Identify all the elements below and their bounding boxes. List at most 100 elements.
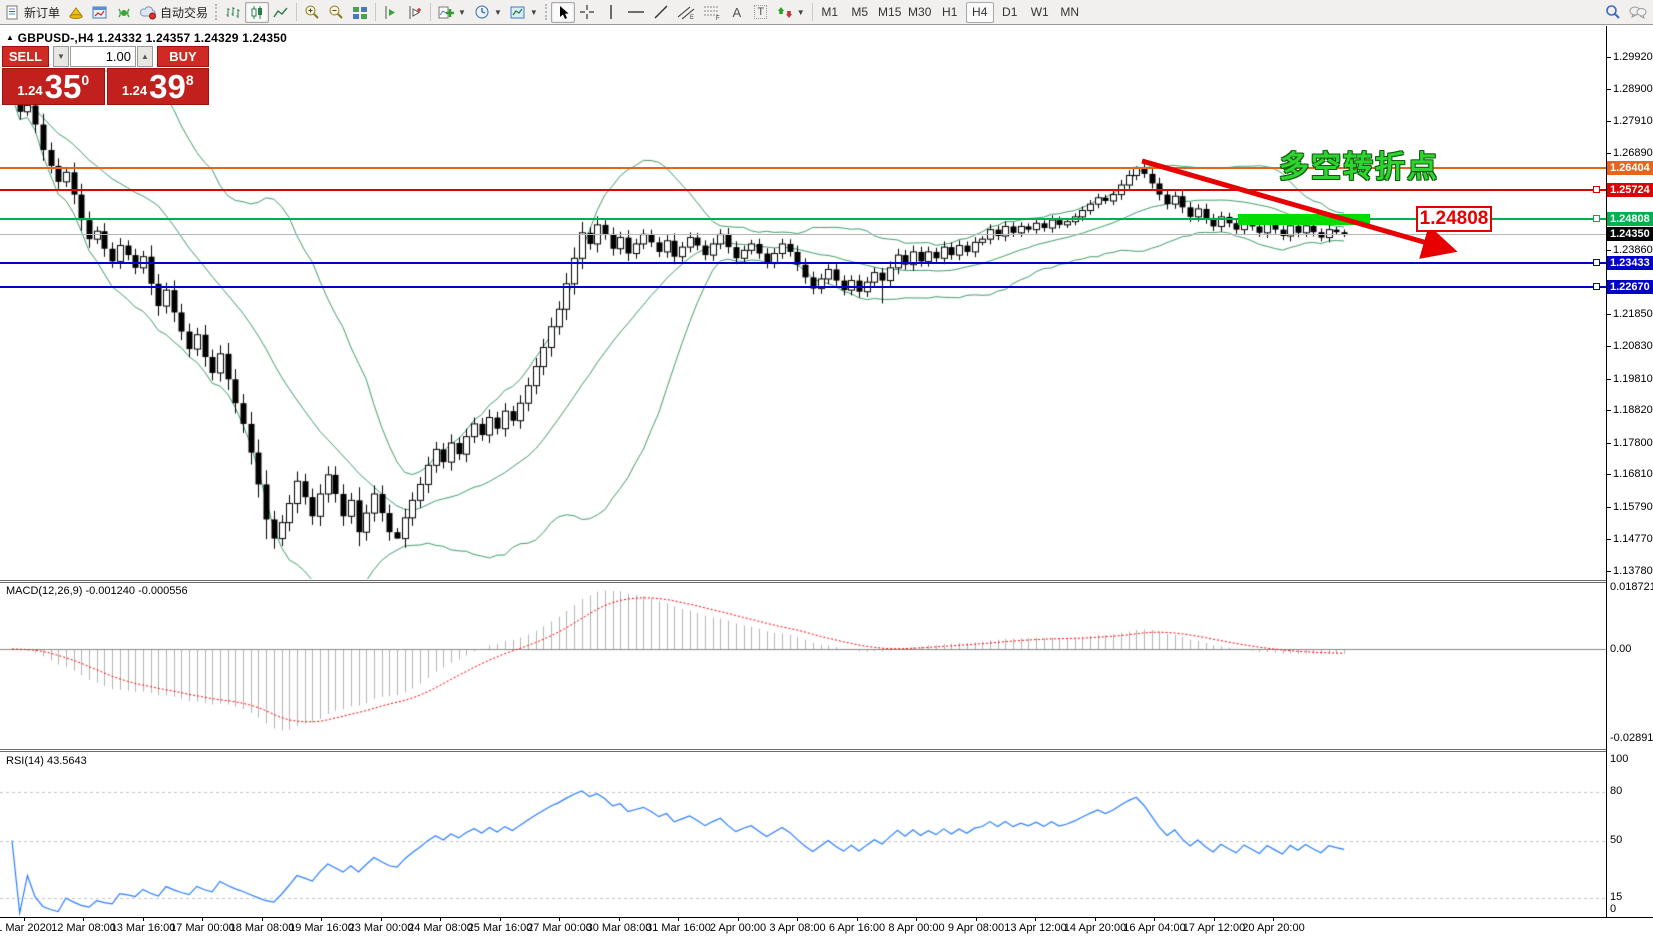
line-chart-icon	[273, 7, 288, 17]
price-axis-tick-label: 1.20830	[1613, 340, 1653, 352]
time-axis-tick-mark	[24, 917, 25, 921]
line-edit-handle[interactable]	[1593, 283, 1600, 290]
chat-icon	[1629, 6, 1647, 19]
horizontal-level-line[interactable]	[0, 167, 1606, 169]
chart-window-button[interactable]	[88, 2, 112, 23]
price-axis-tag: 1.22670	[1606, 280, 1653, 294]
price-axis-tick-mark	[1606, 121, 1611, 122]
signal-button[interactable]	[112, 2, 136, 23]
autotrade-button[interactable]: 自动交易	[136, 2, 212, 23]
timeframe-button-m15[interactable]: M15	[878, 5, 902, 19]
sell-button[interactable]: SELL	[2, 46, 49, 67]
zoom-in-button[interactable]	[300, 2, 324, 23]
buy-button[interactable]: BUY	[157, 46, 209, 67]
channel-button[interactable]: E	[673, 2, 699, 23]
autotrade-icon	[140, 5, 157, 19]
panel-separator	[0, 582, 1606, 583]
chat-button[interactable]	[1625, 2, 1651, 23]
timeframe-button-d1[interactable]: D1	[1002, 5, 1018, 19]
search-button[interactable]	[1601, 2, 1625, 23]
volume-decrease-button[interactable]: ▼	[53, 46, 69, 67]
price-axis-tag: 1.24808	[1606, 212, 1653, 226]
vertical-line-button[interactable]	[599, 2, 623, 23]
volume-increase-button[interactable]: ▲	[137, 46, 153, 67]
time-axis-label: 16 Apr 04:00	[1123, 922, 1186, 934]
timeframe-button-m5[interactable]: M5	[851, 5, 869, 19]
tile-windows-button[interactable]	[348, 2, 372, 23]
add-indicator-button[interactable]: ▼	[434, 2, 470, 23]
toolbar-grip	[215, 4, 218, 20]
timeframe-button-mn[interactable]: MN	[1060, 5, 1080, 19]
price-axis-tick-mark	[1606, 379, 1611, 380]
candlestick-button[interactable]	[245, 1, 270, 23]
horizontal-level-line[interactable]	[0, 262, 1606, 264]
fibonacci-button[interactable]: F	[699, 2, 725, 23]
macd-axis-label: 0.00	[1610, 643, 1632, 655]
crosshair-button[interactable]	[575, 2, 599, 23]
volume-field[interactable]: 1.00	[70, 46, 136, 67]
sell-price-pips: 35	[44, 68, 82, 105]
price-axis-tick-mark	[1606, 153, 1611, 154]
new-order-button[interactable]: 新订单	[2, 2, 64, 23]
sell-price[interactable]: 1.24 35 0	[2, 68, 105, 105]
chart-window-arrow-button-1[interactable]	[379, 2, 403, 23]
price-callout-label[interactable]: 1.24808	[1416, 206, 1492, 232]
autotrade-label: 自动交易	[160, 5, 209, 20]
time-axis-label: 31 Mar 16:00	[646, 922, 711, 934]
toolbar-separator	[375, 3, 377, 21]
text-label-button[interactable]: T	[749, 2, 773, 23]
ohlc-low: 1.24329	[193, 31, 239, 45]
timeframe-button-h4[interactable]: H4	[965, 1, 994, 23]
line-edit-handle[interactable]	[1593, 186, 1600, 193]
horizontal-level-line[interactable]	[0, 286, 1606, 288]
time-axis-tick-mark	[976, 917, 977, 921]
timeframe-button-h1[interactable]: H1	[942, 5, 958, 19]
bar-chart-button[interactable]	[221, 2, 245, 23]
price-axis-tick-label: 1.27910	[1613, 115, 1653, 127]
price-axis-tick-label: 1.23860	[1613, 244, 1653, 256]
green-highlight-bar[interactable]	[1238, 214, 1370, 225]
periods-button[interactable]: ▼	[470, 2, 506, 23]
time-axis-tick-mark	[916, 917, 917, 921]
templates-button[interactable]: ▼	[506, 2, 542, 23]
trendline-button[interactable]	[649, 2, 673, 23]
tile-windows-icon	[353, 6, 368, 19]
buy-price[interactable]: 1.24 39 8	[106, 68, 209, 105]
panel-separator[interactable]	[0, 749, 1606, 750]
market-watch-button[interactable]	[64, 2, 88, 23]
horizontal-level-line[interactable]	[0, 218, 1606, 220]
time-axis-tick-mark	[1214, 917, 1215, 921]
turning-point-annotation[interactable]: 多空转折点	[1279, 151, 1439, 184]
timeframe-group: M1 M5 M15 M30 H1 H4 D1 W1 MN	[816, 1, 1084, 23]
line-chart-button[interactable]	[269, 2, 293, 23]
horizontal-line-button[interactable]	[623, 2, 649, 23]
toolbar-separator	[811, 3, 813, 21]
dropdown-caret-icon: ▼	[529, 7, 538, 17]
chart-window-arrow-button-2[interactable]	[403, 2, 427, 23]
zoom-out-button[interactable]	[324, 2, 348, 23]
timeframe-button-m30[interactable]: M30	[908, 5, 932, 19]
rsi-axis-label: 80	[1610, 785, 1623, 797]
line-edit-handle[interactable]	[1593, 259, 1600, 266]
arrows-button[interactable]: ▼	[773, 2, 809, 23]
line-edit-handle[interactable]	[1593, 215, 1600, 222]
price-axis-tick-label: 1.14770	[1613, 533, 1653, 545]
sell-price-prefix: 1.24	[17, 83, 43, 98]
price-axis-tick-mark	[1606, 57, 1611, 58]
timeframe-button-w1[interactable]: W1	[1030, 5, 1049, 19]
collapse-arrow-icon[interactable]: ▲	[6, 33, 15, 42]
buy-price-fraction: 8	[185, 72, 194, 88]
time-axis-tick-mark	[500, 917, 501, 921]
rsi-axis-label: 15	[1610, 891, 1623, 903]
cursor-button[interactable]	[550, 1, 575, 23]
zoom-in-icon	[305, 5, 319, 19]
horizontal-level-line[interactable]	[0, 189, 1606, 191]
dropdown-caret-icon: ▼	[796, 7, 805, 17]
buy-price-prefix: 1.24	[121, 83, 148, 98]
text-button[interactable]: A	[725, 2, 749, 23]
dropdown-caret-icon: ▼	[493, 7, 502, 17]
timeframe-button-m1[interactable]: M1	[821, 5, 839, 19]
panel-separator[interactable]	[0, 580, 1606, 581]
